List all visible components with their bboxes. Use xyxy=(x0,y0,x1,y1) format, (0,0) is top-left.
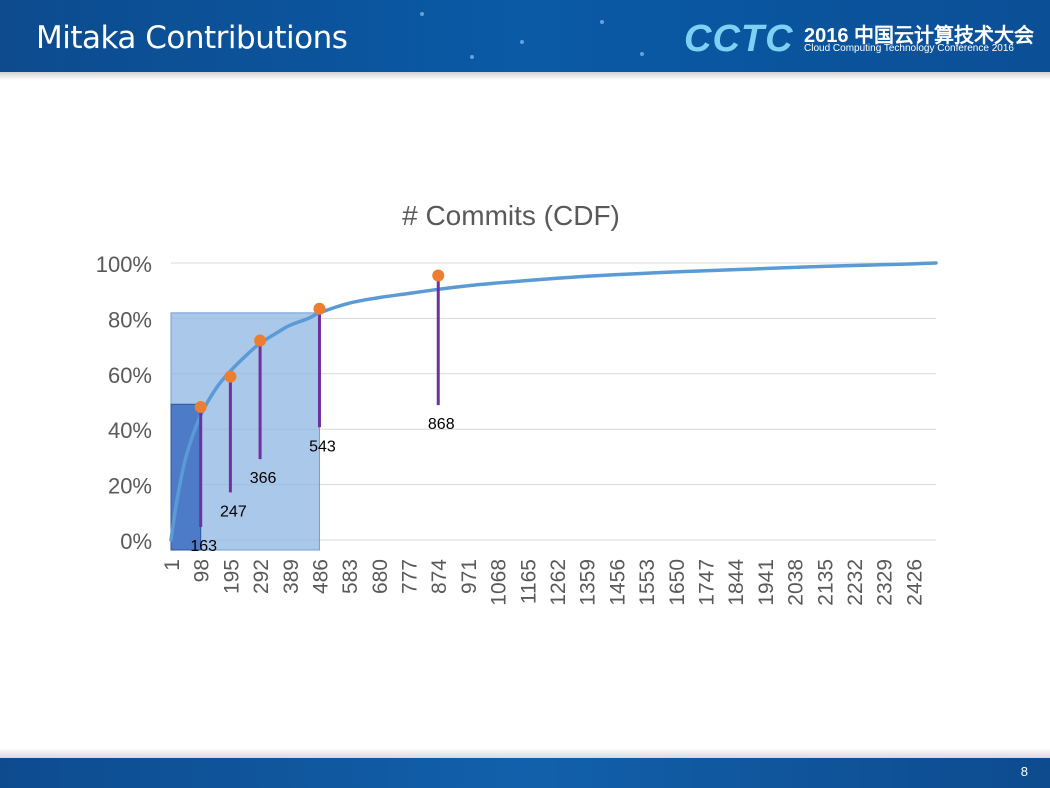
x-axis-ticks: 1 98 195 292 389 486 583 680 777 874 971 1068 1165 12… xyxy=(161,559,926,606)
marker-data-label: 543 xyxy=(309,438,336,455)
x-tick-label: 2038 xyxy=(785,559,808,606)
decor-dot xyxy=(420,12,424,16)
decor-dot xyxy=(470,55,474,59)
marker-point xyxy=(194,401,207,414)
header-shadow xyxy=(0,72,1050,80)
marker-point xyxy=(224,370,237,383)
page-number: 8 xyxy=(1020,764,1028,779)
decor-dot xyxy=(640,52,644,56)
y-tick-label: 40% xyxy=(108,418,152,443)
x-tick-label: 2329 xyxy=(874,559,897,606)
logo-title: 2016 中国云计算技术大会 xyxy=(804,25,1035,47)
marker-point xyxy=(254,334,267,347)
x-tick-label: 1068 xyxy=(488,559,511,606)
marker-data-label: 868 xyxy=(428,416,455,433)
marker-data-label: 366 xyxy=(250,470,277,487)
slide-title: Mitaka Contributions xyxy=(36,20,348,56)
x-tick-label: 874 xyxy=(428,559,451,594)
x-tick-label: 195 xyxy=(220,559,243,594)
x-tick-label: 1165 xyxy=(517,559,540,604)
marker-data-label: 247 xyxy=(220,503,247,520)
x-tick-label: 292 xyxy=(250,559,273,594)
footer-shadow xyxy=(0,748,1050,758)
y-tick-label: 60% xyxy=(108,363,152,388)
cdf-series xyxy=(169,261,938,542)
x-tick-label: 1844 xyxy=(725,559,748,606)
x-tick-label: 98 xyxy=(191,559,214,582)
x-tick-label: 2232 xyxy=(844,559,867,606)
x-tick-label: 2426 xyxy=(903,559,926,606)
x-tick-label: 1359 xyxy=(577,559,600,606)
decor-dot xyxy=(600,20,604,24)
y-tick-label: 80% xyxy=(108,307,152,332)
marker-point xyxy=(313,302,326,315)
logo-brand: CCTC xyxy=(684,18,794,60)
x-tick-label: 1 xyxy=(161,559,184,571)
cdf-line xyxy=(169,261,938,542)
x-tick-label: 1456 xyxy=(606,559,629,606)
chart-title: # Commits (CDF) xyxy=(402,200,620,231)
x-tick-label: 680 xyxy=(369,559,392,594)
slide-header: Mitaka Contributions CCTC 2016 中国云计算技术大会… xyxy=(0,0,1050,72)
x-tick-label: 583 xyxy=(339,559,362,594)
marker-point xyxy=(432,269,445,282)
x-tick-label: 971 xyxy=(458,559,481,594)
y-axis-ticks: 0% 20% 40% 60% 80% 100% xyxy=(96,252,152,554)
marker-data-label: 163 xyxy=(190,538,217,555)
x-tick-label: 486 xyxy=(309,559,332,594)
decor-dot xyxy=(520,40,524,44)
logo-subtitle: Cloud Computing Technology Conference 20… xyxy=(804,43,1014,54)
x-tick-label: 1262 xyxy=(547,559,570,606)
x-tick-label: 777 xyxy=(399,559,422,594)
y-tick-label: 0% xyxy=(120,529,152,554)
x-tick-label: 1553 xyxy=(636,559,659,606)
x-tick-label: 1650 xyxy=(666,559,689,606)
x-tick-label: 1941 xyxy=(755,559,778,606)
y-tick-label: 100% xyxy=(96,252,152,277)
x-tick-label: 2135 xyxy=(814,559,837,606)
slide-footer: 8 xyxy=(0,758,1050,788)
y-tick-label: 20% xyxy=(108,474,152,499)
conference-logo: CCTC 2016 中国云计算技术大会 Cloud Computing Tech… xyxy=(684,18,1034,60)
x-tick-label: 1747 xyxy=(695,559,718,606)
x-tick-label: 389 xyxy=(280,559,303,594)
